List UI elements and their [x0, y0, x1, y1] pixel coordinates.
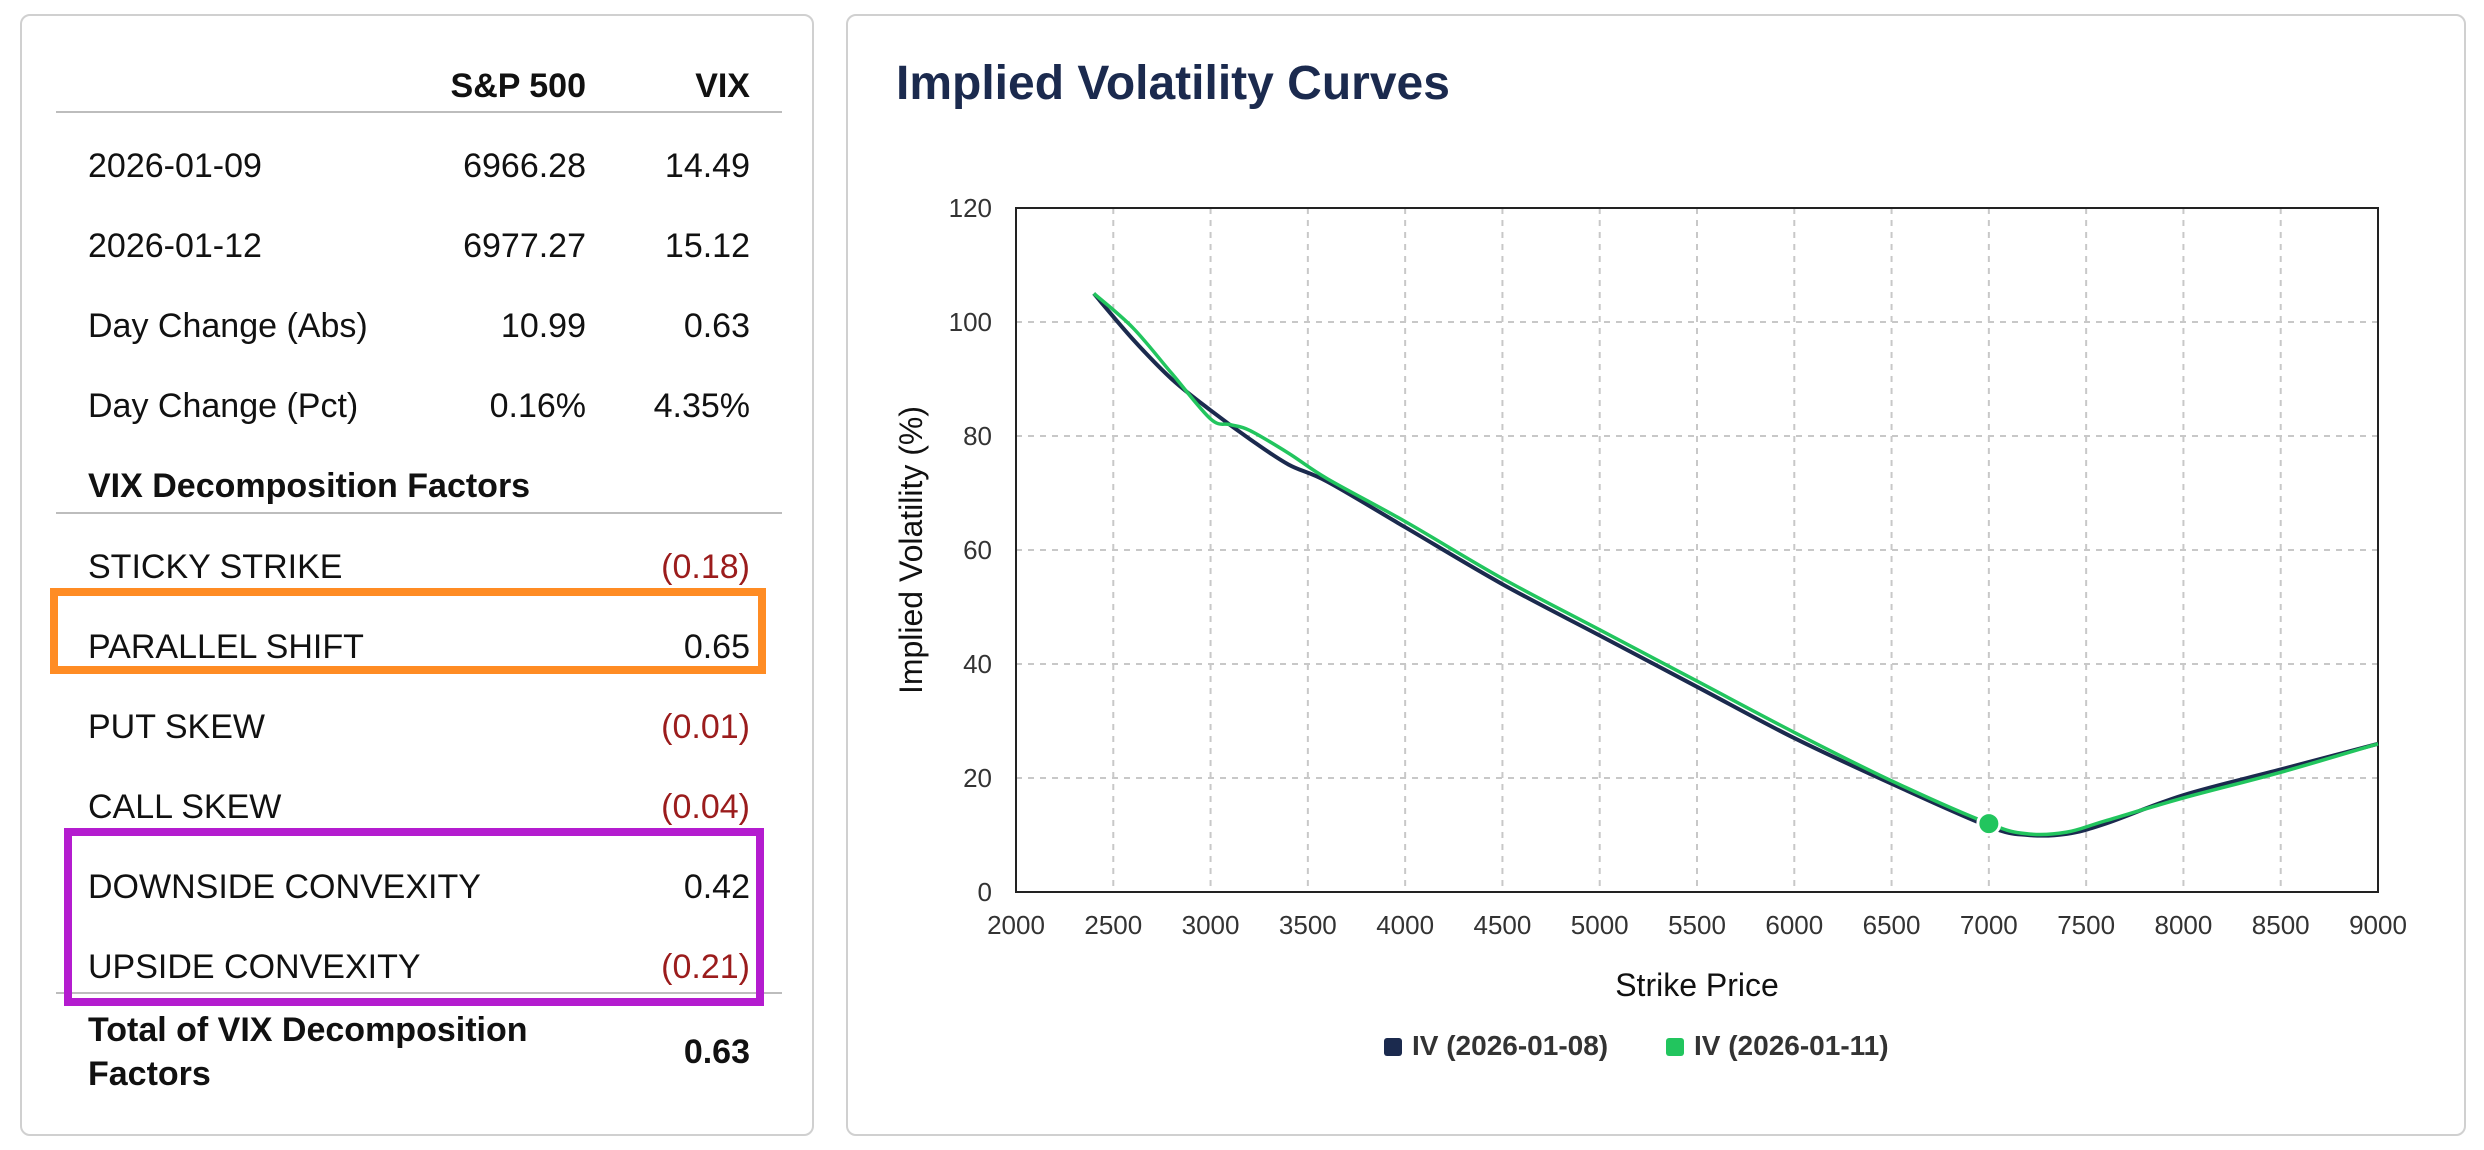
header-vix: VIX	[695, 67, 750, 105]
x-tick-label: 8000	[2155, 910, 2213, 940]
x-tick-label: 7000	[1960, 910, 2018, 940]
total-value: 0.63	[683, 1033, 750, 1071]
factor-value: (0.21)	[661, 948, 750, 986]
header-divider	[56, 111, 782, 113]
x-tick-label: 2000	[987, 910, 1045, 940]
factor-value: (0.18)	[661, 548, 750, 586]
x-tick-label: 9000	[2349, 910, 2407, 940]
factor-row-parallel-shift: PARALLEL SHIFT 0.65	[56, 607, 782, 687]
y-tick-label: 40	[963, 649, 992, 679]
factors-divider	[56, 512, 782, 514]
plot-frame	[1015, 207, 2379, 893]
row-vix-value: 14.49	[664, 147, 750, 185]
factor-label: UPSIDE CONVEXITY	[88, 948, 421, 986]
factor-row-downside-convexity: DOWNSIDE CONVEXITY 0.42	[56, 847, 782, 927]
total-divider	[56, 992, 782, 994]
factor-label: PUT SKEW	[88, 708, 265, 746]
row-sp500-value: 6977.27	[463, 227, 586, 265]
row-label: 2026-01-09	[88, 147, 262, 185]
row-label: Day Change (Pct)	[88, 387, 359, 425]
x-tick-label: 3000	[1182, 910, 1240, 940]
legend-swatch	[1666, 1038, 1684, 1056]
factor-label: CALL SKEW	[88, 788, 282, 826]
x-tick-label: 3500	[1279, 910, 1337, 940]
row-label: 2026-01-12	[88, 227, 262, 265]
x-tick-label: 5000	[1571, 910, 1629, 940]
decomposition-table-panel: S&P 500 VIX 2026-01-09 6966.28 14.49 202…	[20, 14, 814, 1136]
iv-chart-panel: Implied Volatility Curves 2000 2500 3000 35…	[846, 14, 2466, 1136]
factor-value: 0.42	[683, 868, 750, 906]
legend-label: IV (2026-01-11)	[1694, 1030, 1889, 1061]
header-sp500: S&P 500	[450, 67, 586, 105]
y-tick-label: 120	[949, 193, 992, 223]
row-sp500-value: 6966.28	[463, 147, 586, 185]
factor-label: PARALLEL SHIFT	[88, 628, 364, 666]
table-header-row: S&P 500 VIX	[56, 46, 782, 126]
series-line-2026-01-11	[1092, 292, 2379, 837]
row-label: Day Change (Abs)	[88, 307, 368, 345]
x-tick-label: 7500	[2057, 910, 2115, 940]
x-tick-label: 4000	[1376, 910, 1434, 940]
row-vix-value: 0.63	[683, 307, 750, 345]
legend-swatch	[1384, 1038, 1402, 1056]
highlight-box-purple	[64, 828, 764, 1006]
factors-title: VIX Decomposition Factors	[88, 467, 531, 505]
y-axis-label: Implied Volatility (%)	[893, 406, 929, 694]
factor-value: (0.01)	[661, 708, 750, 746]
factor-row-upside-convexity: UPSIDE CONVEXITY (0.21)	[56, 927, 782, 1007]
y-tick-label: 20	[963, 763, 992, 793]
factor-label: STICKY STRIKE	[88, 548, 343, 586]
factor-label: DOWNSIDE CONVEXITY	[88, 868, 481, 906]
table-row: Day Change (Pct) 0.16% 4.35%	[56, 366, 782, 446]
y-tick-label: 60	[963, 535, 992, 565]
row-sp500-value: 0.16%	[489, 387, 586, 425]
table-row: 2026-01-12 6977.27 15.12	[56, 206, 782, 286]
row-sp500-value: 10.99	[500, 307, 586, 345]
y-tick-label: 80	[963, 421, 992, 451]
x-tick-label: 2500	[1084, 910, 1142, 940]
factor-row-sticky-strike: STICKY STRIKE (0.18)	[56, 527, 782, 607]
table-row: 2026-01-09 6966.28 14.49	[56, 126, 782, 206]
factor-value: (0.04)	[661, 788, 750, 826]
row-vix-value: 15.12	[664, 227, 750, 265]
x-tick-label: 4500	[1474, 910, 1532, 940]
chart-title: Implied Volatility Curves	[896, 57, 1450, 110]
current-spot-marker	[1976, 811, 2002, 837]
highlight-box-orange	[50, 588, 766, 674]
total-label: Total of VIX Decomposition Factors	[88, 1011, 528, 1093]
table-row: Day Change (Abs) 10.99 0.63	[56, 286, 782, 366]
series-line-2026-01-08	[1092, 292, 2379, 838]
factor-row-call-skew: CALL SKEW (0.04)	[56, 767, 782, 847]
y-tick-label: 100	[949, 307, 992, 337]
factors-section-header: VIX Decomposition Factors	[56, 446, 782, 526]
x-tick-label: 8500	[2252, 910, 2310, 940]
iv-chart: 2000 2500 3000 3500 4000 4500 5000 5500 6000 6500…	[893, 193, 2407, 1061]
y-tick-label: 0	[978, 877, 992, 907]
legend-label: IV (2026-01-08)	[1412, 1030, 1608, 1061]
x-tick-label: 5500	[1668, 910, 1726, 940]
x-tick-label: 6500	[1863, 910, 1921, 940]
x-axis-label: Strike Price	[1615, 967, 1779, 1003]
row-vix-value: 4.35%	[653, 387, 750, 425]
factor-row-put-skew: PUT SKEW (0.01)	[56, 687, 782, 767]
x-tick-label: 6000	[1765, 910, 1823, 940]
factor-value: 0.65	[683, 628, 750, 666]
